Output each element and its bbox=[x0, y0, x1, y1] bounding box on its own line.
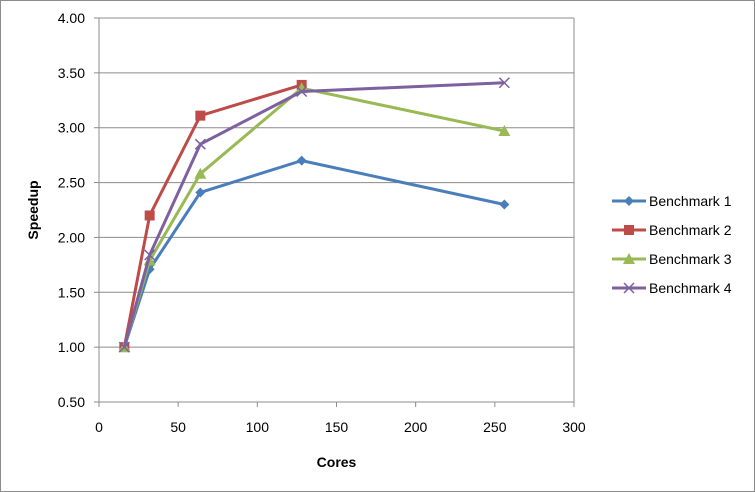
legend-item: Benchmark 2 bbox=[612, 222, 732, 238]
legend-label: Benchmark 1 bbox=[649, 193, 732, 209]
x-tick-label: 100 bbox=[246, 419, 270, 435]
x-tick-label: 250 bbox=[483, 419, 507, 435]
marker-stroke bbox=[118, 341, 130, 353]
legend-item: Benchmark 1 bbox=[612, 193, 732, 209]
x-tick-label: 200 bbox=[404, 419, 428, 435]
data-point bbox=[498, 77, 510, 89]
y-tick-label: 1.00 bbox=[58, 339, 85, 355]
legend-item: Benchmark 3 bbox=[612, 251, 732, 267]
series-line bbox=[122, 81, 505, 348]
marker-stroke bbox=[296, 85, 308, 98]
x-tick-label: 300 bbox=[562, 419, 586, 435]
y-tick-label: 4.00 bbox=[58, 10, 85, 26]
y-tick-label: 3.00 bbox=[58, 120, 85, 136]
data-point bbox=[296, 85, 308, 98]
marker-stroke bbox=[498, 77, 510, 89]
legend-item: Benchmark 4 bbox=[612, 280, 732, 296]
x-axis-title: Cores bbox=[317, 454, 357, 470]
data-point bbox=[144, 249, 156, 261]
data-point bbox=[296, 155, 307, 166]
marker-stroke bbox=[194, 138, 206, 150]
data-point bbox=[144, 210, 155, 221]
data-point bbox=[118, 341, 130, 353]
marker-stroke bbox=[144, 249, 156, 261]
legend: Benchmark 1 Benchmark 2 Benchmark 3 Benchma… bbox=[612, 193, 732, 296]
x-axis-ticks: 0 50 100 150 200 250 300 bbox=[95, 402, 586, 435]
legend-label: Benchmark 3 bbox=[649, 251, 732, 267]
y-axis-title: Speedup bbox=[25, 180, 41, 239]
data-point bbox=[195, 187, 206, 198]
legend-label: Benchmark 2 bbox=[649, 222, 732, 238]
data-point bbox=[195, 110, 206, 121]
data-point bbox=[194, 138, 206, 150]
legend-marker bbox=[623, 253, 635, 264]
data-point bbox=[498, 125, 511, 137]
x-tick-label: 150 bbox=[325, 419, 349, 435]
y-tick-label: 1.50 bbox=[58, 284, 85, 300]
series-line bbox=[122, 83, 303, 348]
legend-label: Benchmark 4 bbox=[649, 280, 732, 296]
data-point bbox=[499, 199, 510, 210]
series-1 bbox=[119, 155, 510, 353]
series-line bbox=[122, 86, 505, 348]
y-axis-ticks: 0.50 1.00 1.50 2.00 2.50 3.00 3.50 4.00 bbox=[58, 10, 99, 410]
data-point bbox=[194, 167, 207, 179]
legend-marker bbox=[624, 196, 634, 206]
y-tick-label: 0.50 bbox=[58, 394, 85, 410]
y-tick-label: 2.50 bbox=[58, 175, 85, 191]
x-tick-label: 0 bbox=[95, 419, 103, 435]
series-2 bbox=[119, 79, 307, 353]
legend-marker bbox=[623, 282, 635, 294]
marker-stroke bbox=[623, 282, 635, 294]
x-tick-label: 50 bbox=[170, 419, 186, 435]
series-3 bbox=[118, 82, 511, 353]
legend-marker bbox=[624, 225, 634, 235]
series-group bbox=[118, 77, 511, 353]
series-4 bbox=[118, 77, 510, 353]
y-tick-label: 3.50 bbox=[58, 65, 85, 81]
y-tick-label: 2.00 bbox=[58, 229, 85, 245]
